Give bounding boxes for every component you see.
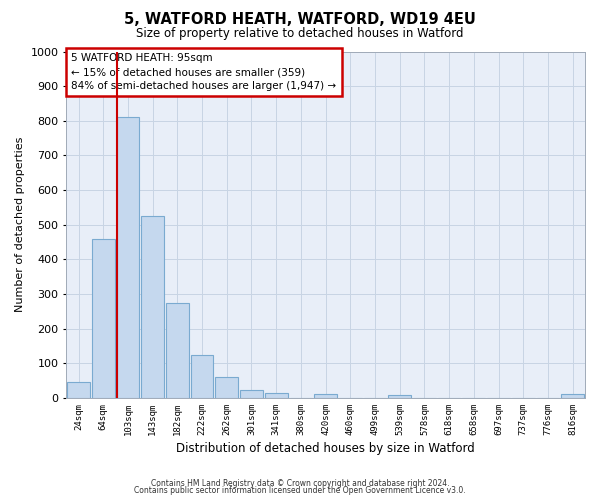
X-axis label: Distribution of detached houses by size in Watford: Distribution of detached houses by size … xyxy=(176,442,475,455)
Bar xyxy=(265,394,287,398)
Y-axis label: Number of detached properties: Number of detached properties xyxy=(15,137,25,312)
Bar xyxy=(191,354,214,398)
Text: 5 WATFORD HEATH: 95sqm
← 15% of detached houses are smaller (359)
84% of semi-de: 5 WATFORD HEATH: 95sqm ← 15% of detached… xyxy=(71,53,337,91)
Bar xyxy=(166,302,189,398)
Bar xyxy=(67,382,90,398)
Bar xyxy=(388,395,411,398)
Bar xyxy=(141,216,164,398)
Bar xyxy=(240,390,263,398)
Text: 5, WATFORD HEATH, WATFORD, WD19 4EU: 5, WATFORD HEATH, WATFORD, WD19 4EU xyxy=(124,12,476,28)
Text: Contains HM Land Registry data © Crown copyright and database right 2024.: Contains HM Land Registry data © Crown c… xyxy=(151,478,449,488)
Bar xyxy=(314,394,337,398)
Text: Contains public sector information licensed under the Open Government Licence v3: Contains public sector information licen… xyxy=(134,486,466,495)
Text: Size of property relative to detached houses in Watford: Size of property relative to detached ho… xyxy=(136,28,464,40)
Bar xyxy=(92,238,115,398)
Bar xyxy=(561,394,584,398)
Bar xyxy=(116,118,139,398)
Bar xyxy=(215,377,238,398)
